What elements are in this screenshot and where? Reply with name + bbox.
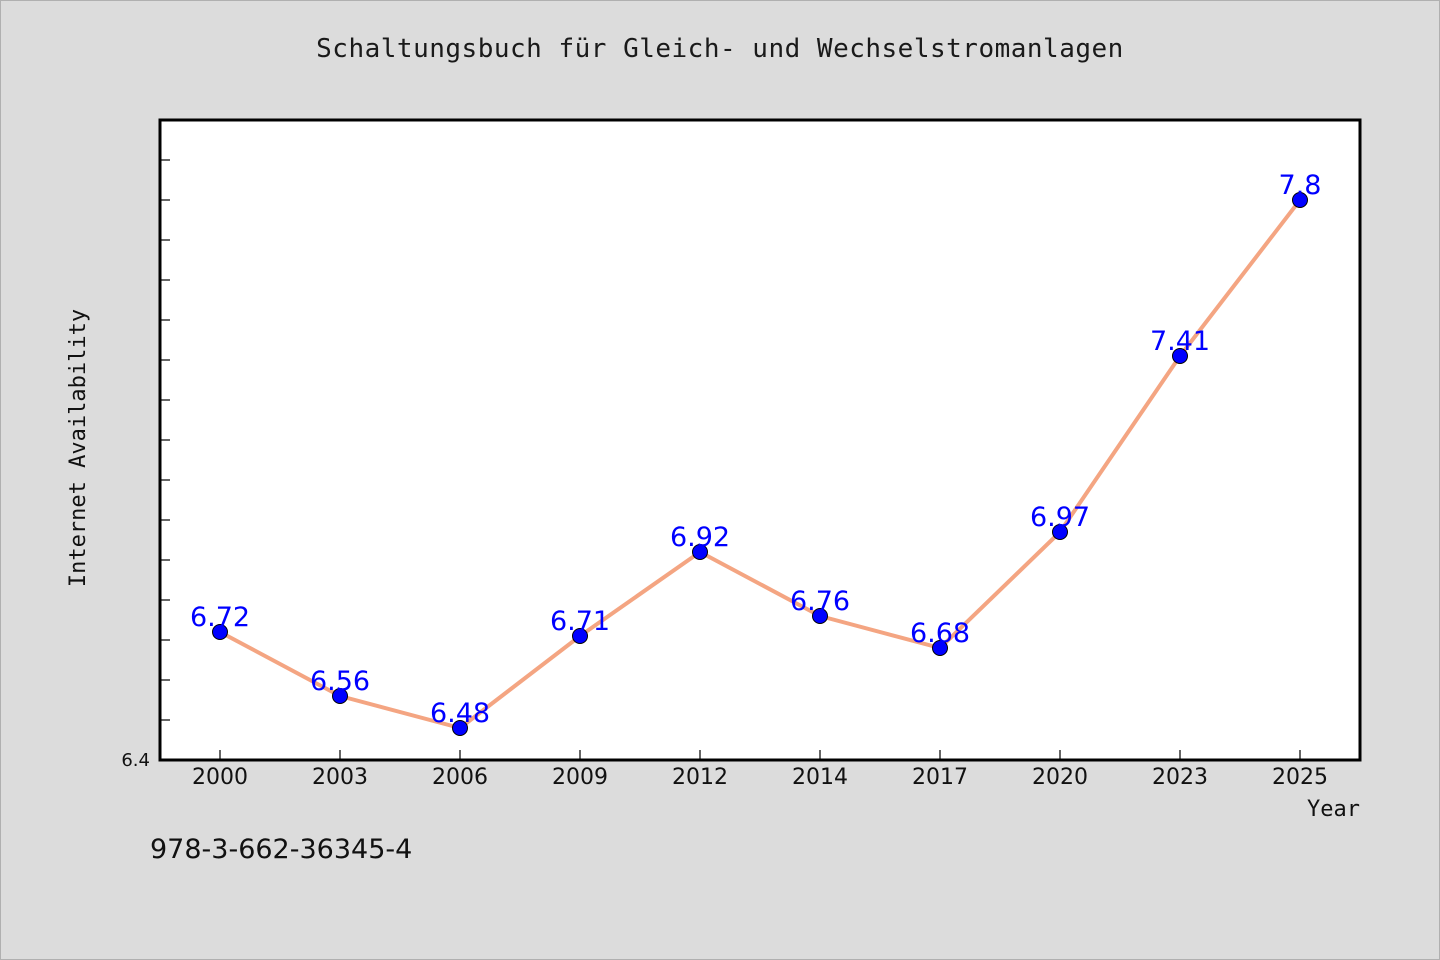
x-tick-label: 2017 — [912, 765, 968, 790]
data-label: 6.76 — [790, 586, 850, 617]
x-tick-label: 2014 — [792, 765, 848, 790]
data-markers — [212, 192, 1308, 736]
data-point — [1292, 192, 1308, 208]
y-axis-ticks: 6.4 — [121, 159, 170, 771]
isbn-text: 978-3-662-36345-4 — [150, 834, 413, 865]
data-label: 6.56 — [310, 666, 370, 697]
chart-title: Schaltungsbuch für Gleich- und Wechselst… — [316, 34, 1124, 64]
data-point — [1052, 524, 1068, 540]
y-tick-label: 6.4 — [121, 750, 150, 771]
x-tick-label: 2000 — [192, 765, 248, 790]
x-tick-label: 2023 — [1152, 765, 1208, 790]
data-label: 7.8 — [1279, 170, 1322, 201]
x-tick-label: 2025 — [1272, 765, 1328, 790]
x-axis-title: Year — [1307, 797, 1360, 822]
data-point — [1172, 348, 1188, 364]
plot-area — [158, 118, 1362, 762]
data-point — [212, 624, 228, 640]
data-label: 6.48 — [430, 698, 490, 729]
x-axis-ticks: 2000 2003 2006 2009 2012 2014 2017 2020 2023 2025 — [192, 750, 1328, 790]
x-tick-label: 2006 — [432, 765, 488, 790]
data-point — [692, 544, 708, 560]
x-tick-label: 2009 — [552, 765, 608, 790]
data-point — [452, 720, 468, 736]
data-label: 6.97 — [1030, 502, 1090, 533]
x-tick-label: 2012 — [672, 765, 728, 790]
data-point — [572, 628, 588, 644]
data-label: 6.71 — [550, 606, 610, 637]
x-tick-label: 2003 — [312, 765, 368, 790]
data-label: 6.92 — [670, 522, 730, 553]
data-point — [332, 688, 348, 704]
data-point — [812, 608, 828, 624]
series-lines — [218, 198, 1302, 730]
x-tick-label: 2020 — [1032, 765, 1088, 790]
data-label: 6.72 — [190, 602, 250, 633]
data-labels: 6.72 6.56 6.48 6.71 6.92 6.76 6.68 6.97 7.41 7.8 — [190, 170, 1322, 729]
series-line — [218, 198, 1302, 730]
data-point — [932, 640, 948, 656]
y-axis-title: Internet Availability — [66, 309, 91, 587]
data-label: 6.68 — [910, 618, 970, 649]
data-label: 7.41 — [1150, 326, 1210, 357]
